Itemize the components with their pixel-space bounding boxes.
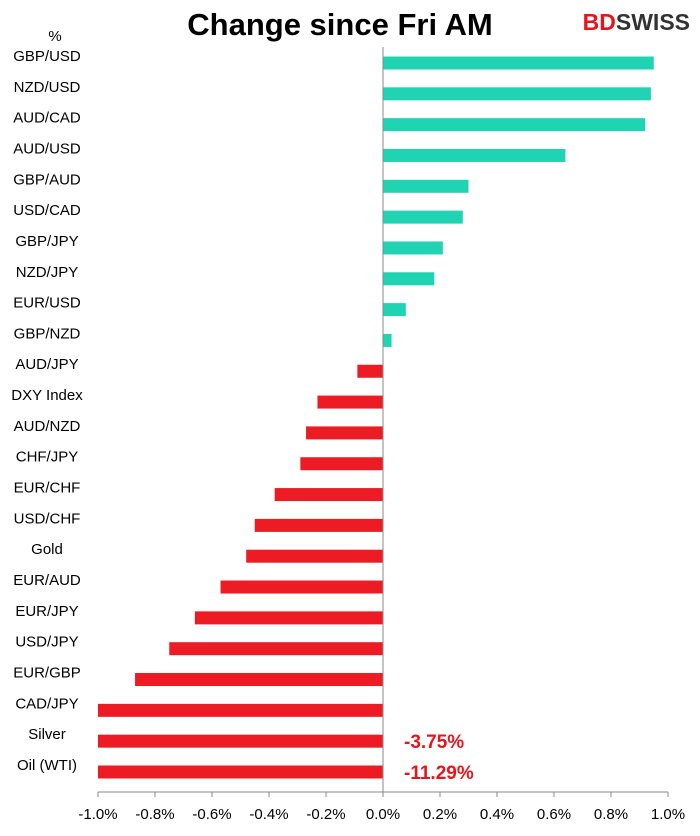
bar — [383, 241, 443, 255]
category-label: Gold — [31, 541, 63, 558]
bars — [98, 56, 654, 779]
bar — [135, 673, 383, 687]
x-tick-label: -0.8% — [135, 806, 174, 823]
bar — [357, 364, 383, 378]
x-tick-label: 0.8% — [594, 806, 628, 823]
category-label: CAD/JPY — [15, 695, 78, 712]
x-tick-label: 0.6% — [537, 806, 571, 823]
bar — [383, 272, 435, 286]
category-label: USD/CAD — [13, 202, 81, 219]
bar — [98, 734, 383, 748]
x-tick-label: -0.6% — [192, 806, 231, 823]
bar — [220, 580, 383, 594]
bar — [383, 56, 654, 70]
category-label: GBP/AUD — [13, 171, 81, 188]
x-tick-label: 0.0% — [366, 806, 400, 823]
value-label: -3.75% — [404, 732, 464, 753]
bar — [383, 303, 406, 317]
unit-label: % — [48, 28, 61, 45]
bar — [98, 765, 383, 779]
x-tick-label: -0.4% — [249, 806, 288, 823]
bar — [246, 549, 383, 563]
category-label: GBP/JPY — [15, 233, 78, 250]
category-label: EUR/AUD — [13, 572, 81, 589]
x-tick-label: 0.2% — [423, 806, 457, 823]
logo: BDSWISS — [583, 9, 690, 35]
bar — [383, 118, 646, 132]
category-label: EUR/CHF — [14, 480, 81, 497]
category-label: NZD/JPY — [16, 264, 79, 281]
logo-dark: SWISS — [616, 9, 690, 35]
bar — [306, 426, 383, 440]
bar — [383, 333, 392, 347]
bar — [98, 703, 383, 717]
bar — [300, 457, 383, 471]
category-label: EUR/JPY — [15, 603, 78, 620]
category-label: USD/JPY — [15, 634, 78, 651]
bar — [317, 395, 383, 409]
x-tick-label: 1.0% — [651, 806, 685, 823]
bar — [383, 179, 469, 193]
category-label: AUD/NZD — [14, 418, 81, 435]
category-label: GBP/USD — [13, 48, 81, 65]
bar — [274, 488, 383, 502]
category-label: AUD/CAD — [13, 110, 81, 127]
category-label: EUR/GBP — [13, 664, 81, 681]
category-label: CHF/JPY — [16, 449, 79, 466]
bar — [383, 148, 566, 162]
bar — [169, 642, 383, 656]
x-tick-label: -0.2% — [306, 806, 345, 823]
category-label: NZD/USD — [14, 79, 81, 96]
x-tick-label: 0.4% — [480, 806, 514, 823]
category-label: GBP/NZD — [14, 325, 81, 342]
chart-title: Change since Fri AM — [187, 7, 492, 42]
value-label: -11.29% — [404, 763, 474, 784]
bar — [254, 518, 383, 532]
bar — [383, 210, 463, 224]
category-label: AUD/USD — [13, 140, 81, 157]
category-label: USD/CHF — [14, 510, 81, 527]
category-label: DXY Index — [11, 387, 83, 404]
bar — [383, 87, 651, 101]
category-label: Silver — [28, 726, 66, 743]
category-label: AUD/JPY — [15, 356, 78, 373]
bar — [194, 611, 383, 625]
x-tick-label: -1.0% — [78, 806, 117, 823]
category-label: Oil (WTI) — [17, 757, 77, 774]
logo-red: BD — [583, 9, 616, 35]
category-label: EUR/USD — [13, 295, 81, 312]
